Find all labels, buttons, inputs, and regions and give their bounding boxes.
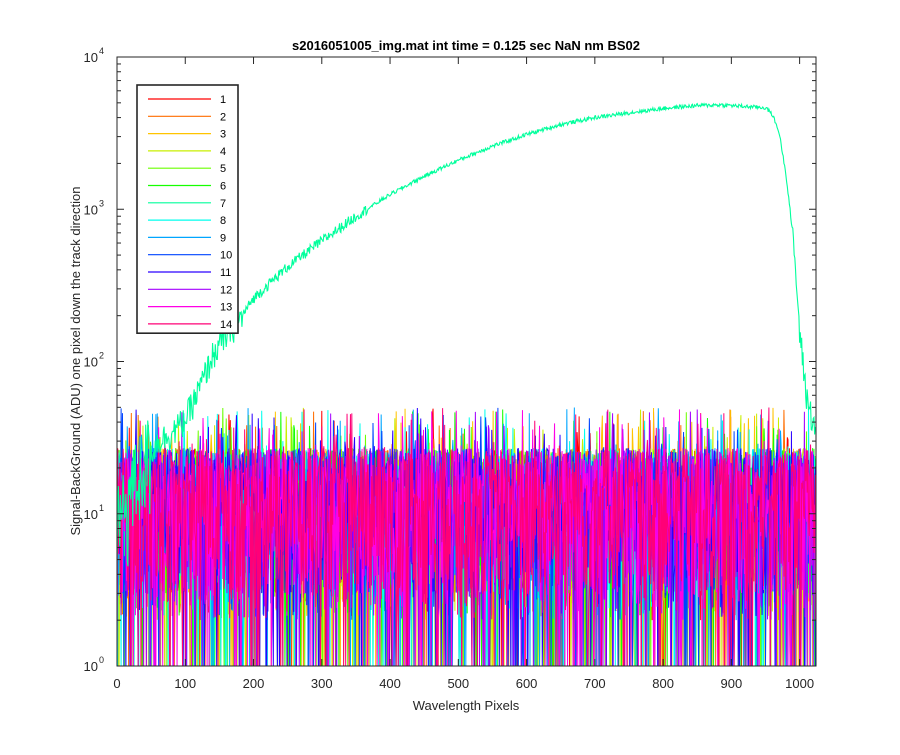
x-tick-label: 200	[243, 676, 265, 691]
series-7-line	[117, 102, 816, 577]
x-tick-label: 1000	[785, 676, 814, 691]
legend-label-7: 7	[220, 198, 226, 210]
x-tick-label: 0	[113, 676, 120, 691]
legend-label-10: 10	[220, 250, 232, 262]
legend-label-9: 9	[220, 232, 226, 244]
x-tick-label: 300	[311, 676, 333, 691]
x-tick-label: 100	[174, 676, 196, 691]
legend-label-14: 14	[220, 319, 232, 331]
x-tick-label: 700	[584, 676, 606, 691]
y-tick-label: 10	[84, 50, 98, 65]
x-tick-label: 600	[516, 676, 538, 691]
legend-box	[136, 84, 239, 334]
y-tick-label-exponent: 1	[99, 503, 104, 513]
legend-label-1: 1	[220, 94, 226, 106]
y-tick-label: 10	[84, 355, 98, 370]
y-tick-label-exponent: 3	[99, 198, 104, 208]
y-tick-label-exponent: 4	[99, 46, 104, 56]
legend-label-12: 12	[220, 284, 232, 296]
y-tick-label-exponent: 2	[99, 351, 104, 361]
x-tick-label: 900	[721, 676, 743, 691]
series-14-line	[117, 407, 816, 666]
y-tick-label: 10	[84, 659, 98, 674]
legend-label-13: 13	[220, 302, 232, 314]
data-layer	[117, 102, 816, 666]
y-tick-label-exponent: 0	[99, 655, 104, 665]
x-tick-label: 800	[652, 676, 674, 691]
x-tick-label: 400	[379, 676, 401, 691]
legend-label-3: 3	[220, 129, 226, 141]
y-tick-label: 10	[84, 507, 98, 522]
chart-title: s2016051005_img.mat int time = 0.125 sec…	[292, 38, 640, 53]
y-axis-label: Signal-BackGround (ADU) one pixel down t…	[68, 186, 83, 535]
y-tick-label: 10	[84, 202, 98, 217]
x-tick-label: 500	[447, 676, 469, 691]
legend-label-2: 2	[220, 111, 226, 123]
legend-label-8: 8	[220, 215, 226, 227]
legend-label-6: 6	[220, 181, 226, 193]
x-axis-label: Wavelength Pixels	[413, 698, 520, 713]
legend-label-5: 5	[220, 163, 226, 175]
legend-label-11: 11	[220, 267, 231, 279]
plot-area	[117, 102, 816, 666]
legend-label-4: 4	[220, 146, 226, 158]
